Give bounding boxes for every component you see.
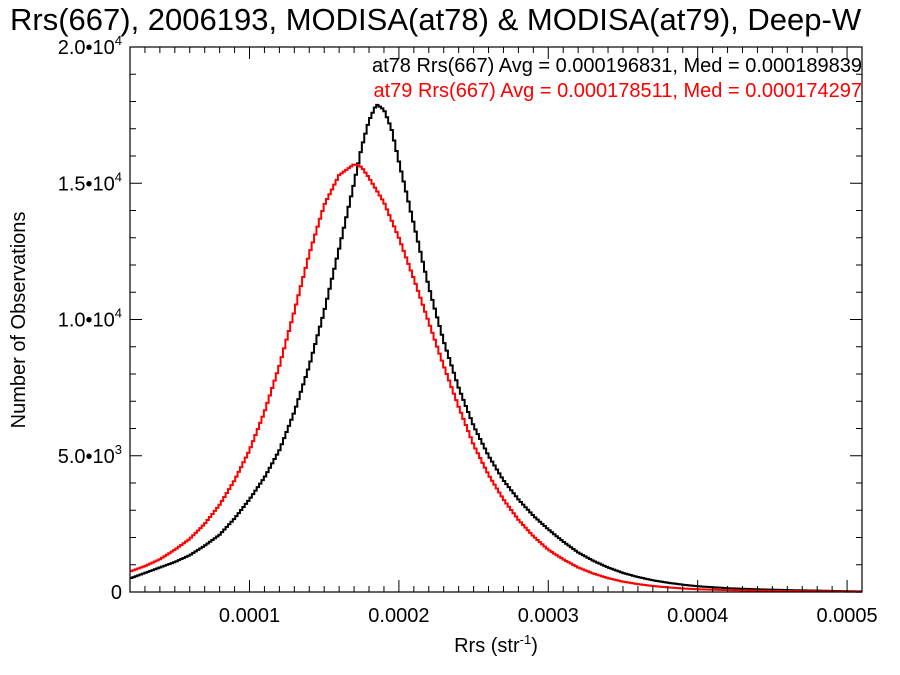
tick-layer — [130, 46, 862, 593]
series-line-1 — [130, 163, 863, 593]
x-axis-label-sup: -1 — [520, 632, 532, 647]
y-tick-label: 2.0•104 — [58, 33, 122, 59]
series-layer — [130, 103, 863, 593]
x-tick-labels: 0.0001 0.0002 0.0003 0.0004 0.0005 — [219, 605, 878, 627]
x-tick-label: 0.0004 — [667, 605, 728, 627]
series-line-0 — [130, 103, 863, 593]
x-tick-label: 0.0001 — [219, 605, 280, 627]
y-axis-label: Number of Observations — [8, 212, 30, 429]
y-tick-label: 1.0•104 — [58, 306, 122, 332]
y-tick-label: 1.5•104 — [58, 169, 122, 195]
y-tick-labels: 0 5.0•103 1.0•104 1.5•104 2.0•104 — [58, 33, 122, 604]
x-axis-label-end: ) — [531, 635, 538, 657]
y-tick-label: 5.0•103 — [58, 442, 122, 468]
x-tick-label: 0.0003 — [518, 605, 579, 627]
y-tick-label: 0 — [111, 582, 122, 604]
x-tick-label: 0.0005 — [816, 605, 877, 627]
annotation-at78: at78 Rrs(667) Avg = 0.000196831, Med = 0… — [372, 55, 862, 77]
x-axis-label: Rrs (str-1) — [454, 632, 538, 657]
x-axis-label-main: Rrs (str — [454, 635, 520, 657]
chart-title: Rrs(667), 2006193, MODISA(at78) & MODISA… — [10, 2, 862, 37]
annotation-at79: at79 Rrs(667) Avg = 0.000178511, Med = 0… — [373, 80, 862, 102]
x-tick-label: 0.0002 — [368, 605, 429, 627]
